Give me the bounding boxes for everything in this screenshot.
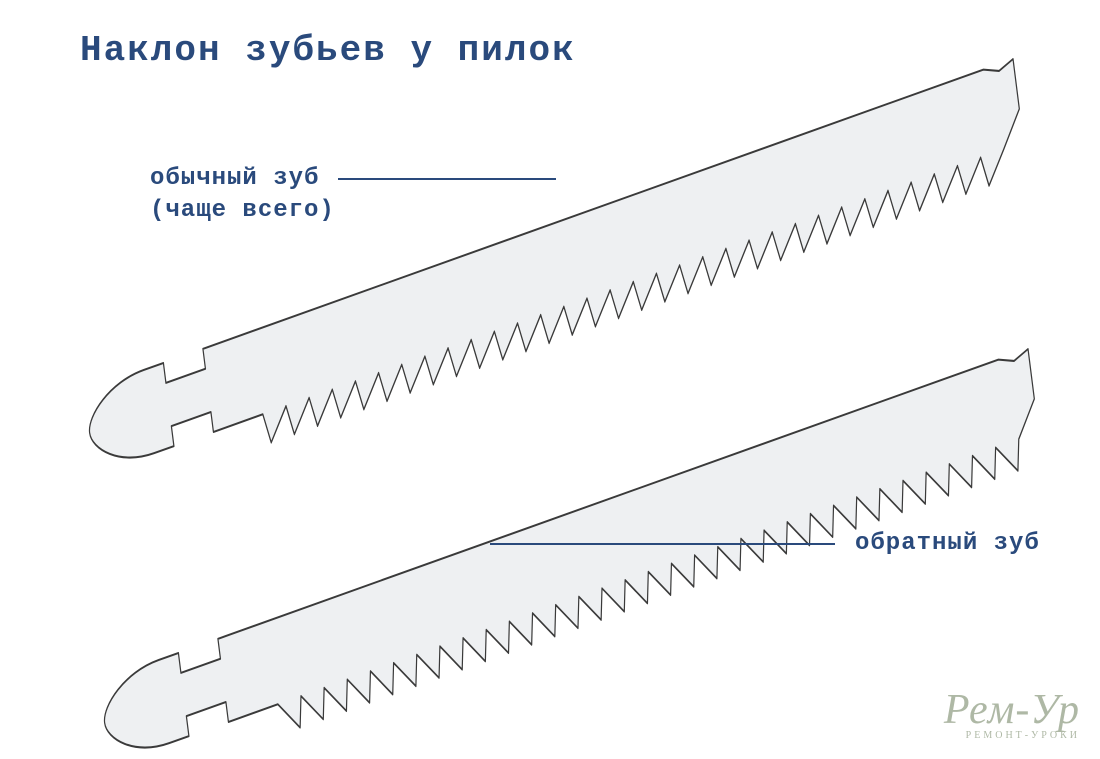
leader-line-bottom [490,543,835,545]
label-reverse-tooth: обратный зуб [855,528,1040,560]
watermark: Рем-Ур РЕМОНТ-УРОКИ [944,689,1080,741]
watermark-title: Рем-Ур [944,689,1080,731]
label-normal-tooth-line2: (чаще всего) [150,197,335,224]
leader-line-top [338,178,556,180]
diagram-title: Наклон зубьев у пилок [80,30,576,71]
blade-bottom [65,395,1075,735]
label-normal-tooth: обычный зуб (чаще всего) [150,163,335,228]
label-normal-tooth-line1: обычный зуб [150,165,319,192]
diagram-canvas: Наклон зубьев у пилок обычный зуб (чаще … [0,0,1100,759]
